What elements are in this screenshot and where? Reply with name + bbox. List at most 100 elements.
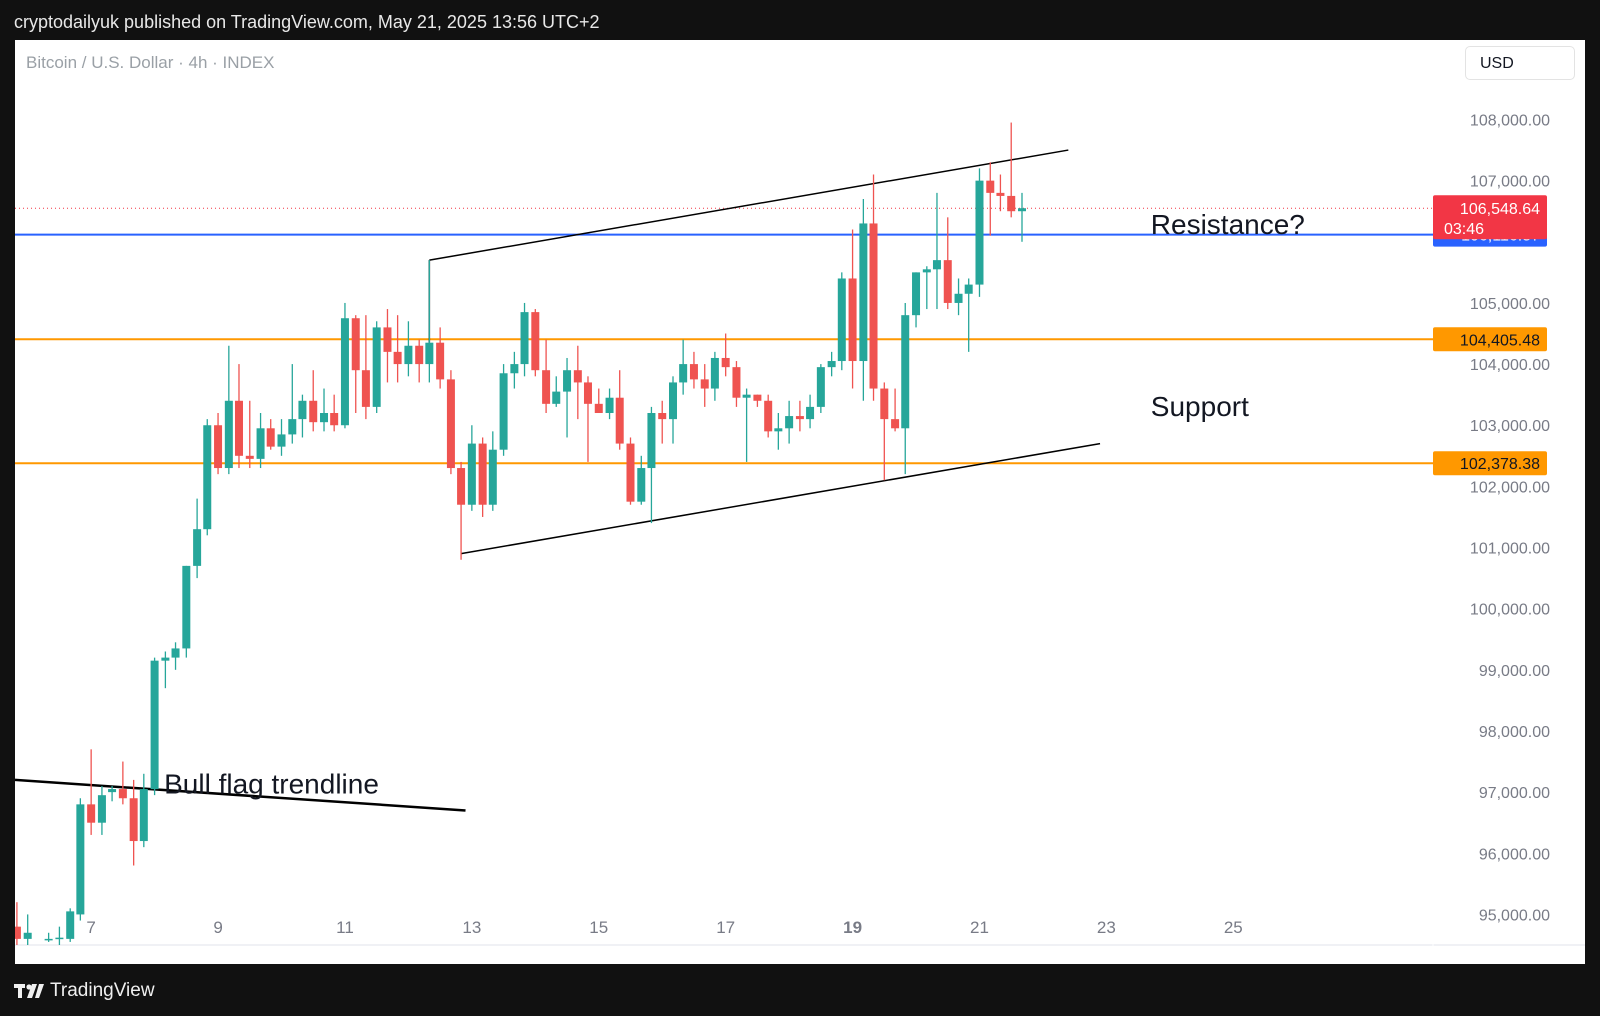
candle-body[interactable]	[488, 449, 497, 505]
candle-body[interactable]	[689, 364, 698, 380]
candle-body[interactable]	[66, 911, 75, 939]
candle-body[interactable]	[531, 312, 540, 371]
candle-body[interactable]	[573, 370, 582, 383]
candle-body[interactable]	[964, 284, 973, 294]
candle-body[interactable]	[637, 468, 646, 502]
candle-body[interactable]	[351, 318, 360, 371]
candle-body[interactable]	[393, 351, 402, 365]
candle-body[interactable]	[679, 364, 688, 383]
candle-body[interactable]	[626, 443, 635, 502]
candle-body[interactable]	[774, 428, 783, 432]
candle-body[interactable]	[139, 789, 148, 842]
candle-body[interactable]	[97, 795, 106, 823]
candle-body[interactable]	[922, 269, 931, 273]
candle-body[interactable]	[361, 370, 370, 407]
candle-body[interactable]	[510, 364, 519, 374]
candle-body[interactable]	[848, 278, 857, 362]
candle-body[interactable]	[372, 327, 381, 407]
candle-body[interactable]	[203, 425, 212, 530]
candle-body[interactable]	[594, 403, 603, 414]
candle-body[interactable]	[816, 367, 825, 407]
candle-body[interactable]	[224, 400, 233, 469]
candle-body[interactable]	[806, 406, 815, 420]
candle-body[interactable]	[467, 443, 476, 505]
candle-body[interactable]	[859, 223, 868, 362]
candle-body[interactable]	[764, 400, 773, 432]
candle-body[interactable]	[827, 361, 836, 368]
candle-body[interactable]	[880, 388, 889, 420]
candle-body[interactable]	[108, 789, 117, 793]
candle-body[interactable]	[996, 192, 1005, 196]
chart-area[interactable]: Resistance? Support Bull flag trendline 95,…	[15, 40, 1585, 964]
candle-body[interactable]	[901, 315, 910, 429]
candle-body[interactable]	[954, 293, 963, 303]
candle-body[interactable]	[478, 443, 487, 505]
channel-lower[interactable]	[460, 442, 1101, 555]
candle-body[interactable]	[446, 379, 455, 469]
candle-body[interactable]	[277, 434, 286, 447]
candle-body[interactable]	[520, 312, 529, 365]
candle-body[interactable]	[383, 327, 392, 352]
candle-body[interactable]	[552, 391, 561, 404]
candle-body[interactable]	[15, 926, 21, 939]
candle-body[interactable]	[44, 938, 53, 941]
candle-body[interactable]	[404, 345, 413, 365]
candlestick-chart[interactable]: Resistance? Support Bull flag trendline 95,…	[15, 40, 1585, 964]
bull-flag-trendline[interactable]	[15, 778, 466, 812]
candle-body[interactable]	[891, 419, 900, 429]
candle-body[interactable]	[869, 223, 878, 389]
candle-body[interactable]	[615, 397, 624, 444]
candle-body[interactable]	[214, 425, 223, 469]
candle-body[interactable]	[912, 272, 921, 316]
candle-body[interactable]	[795, 416, 804, 420]
candle-body[interactable]	[182, 565, 191, 649]
currency-selector[interactable]: USD	[1465, 46, 1575, 80]
candle-body[interactable]	[542, 370, 551, 404]
candle-body[interactable]	[436, 342, 445, 380]
candle-body[interactable]	[425, 342, 434, 365]
candle-body[interactable]	[647, 413, 656, 469]
candle-body[interactable]	[171, 648, 180, 658]
candle-body[interactable]	[732, 367, 741, 398]
candle-body[interactable]	[742, 394, 751, 398]
candle-body[interactable]	[457, 468, 466, 505]
candle-body[interactable]	[256, 428, 265, 459]
candle-body[interactable]	[669, 382, 678, 420]
candle-body[interactable]	[415, 345, 424, 365]
candle-body[interactable]	[700, 379, 709, 389]
candle-body[interactable]	[605, 397, 614, 414]
candle-body[interactable]	[76, 804, 85, 915]
tradingview-logo[interactable]: TradingView	[14, 980, 155, 1002]
candle-body[interactable]	[129, 798, 138, 842]
candle-body[interactable]	[161, 657, 170, 661]
candle-body[interactable]	[309, 400, 318, 423]
candle-body[interactable]	[1017, 208, 1026, 212]
candle-body[interactable]	[710, 357, 719, 389]
candle-body[interactable]	[330, 413, 339, 426]
channel-upper[interactable]	[429, 149, 1069, 261]
candle-body[interactable]	[943, 260, 952, 303]
candle-body[interactable]	[975, 180, 984, 285]
candle-body[interactable]	[583, 382, 592, 404]
candle-body[interactable]	[288, 419, 297, 435]
candle-body[interactable]	[986, 180, 995, 193]
candle-body[interactable]	[193, 529, 202, 566]
candle-body[interactable]	[721, 357, 730, 368]
candle-body[interactable]	[340, 318, 349, 426]
candle-body[interactable]	[320, 413, 329, 423]
candle-body[interactable]	[23, 932, 32, 939]
candle-body[interactable]	[245, 455, 254, 459]
candle-body[interactable]	[1007, 195, 1016, 212]
candle-body[interactable]	[658, 413, 667, 420]
candle-body[interactable]	[563, 370, 572, 392]
candle-body[interactable]	[753, 394, 762, 401]
candle-body[interactable]	[785, 416, 794, 429]
candle-body[interactable]	[234, 400, 243, 456]
candle-body[interactable]	[932, 260, 941, 270]
candle-body[interactable]	[150, 660, 159, 790]
candle-body[interactable]	[87, 804, 96, 823]
candle-body[interactable]	[55, 937, 64, 940]
candle-body[interactable]	[298, 400, 307, 420]
candle-body[interactable]	[499, 373, 508, 450]
candle-body[interactable]	[837, 278, 846, 362]
